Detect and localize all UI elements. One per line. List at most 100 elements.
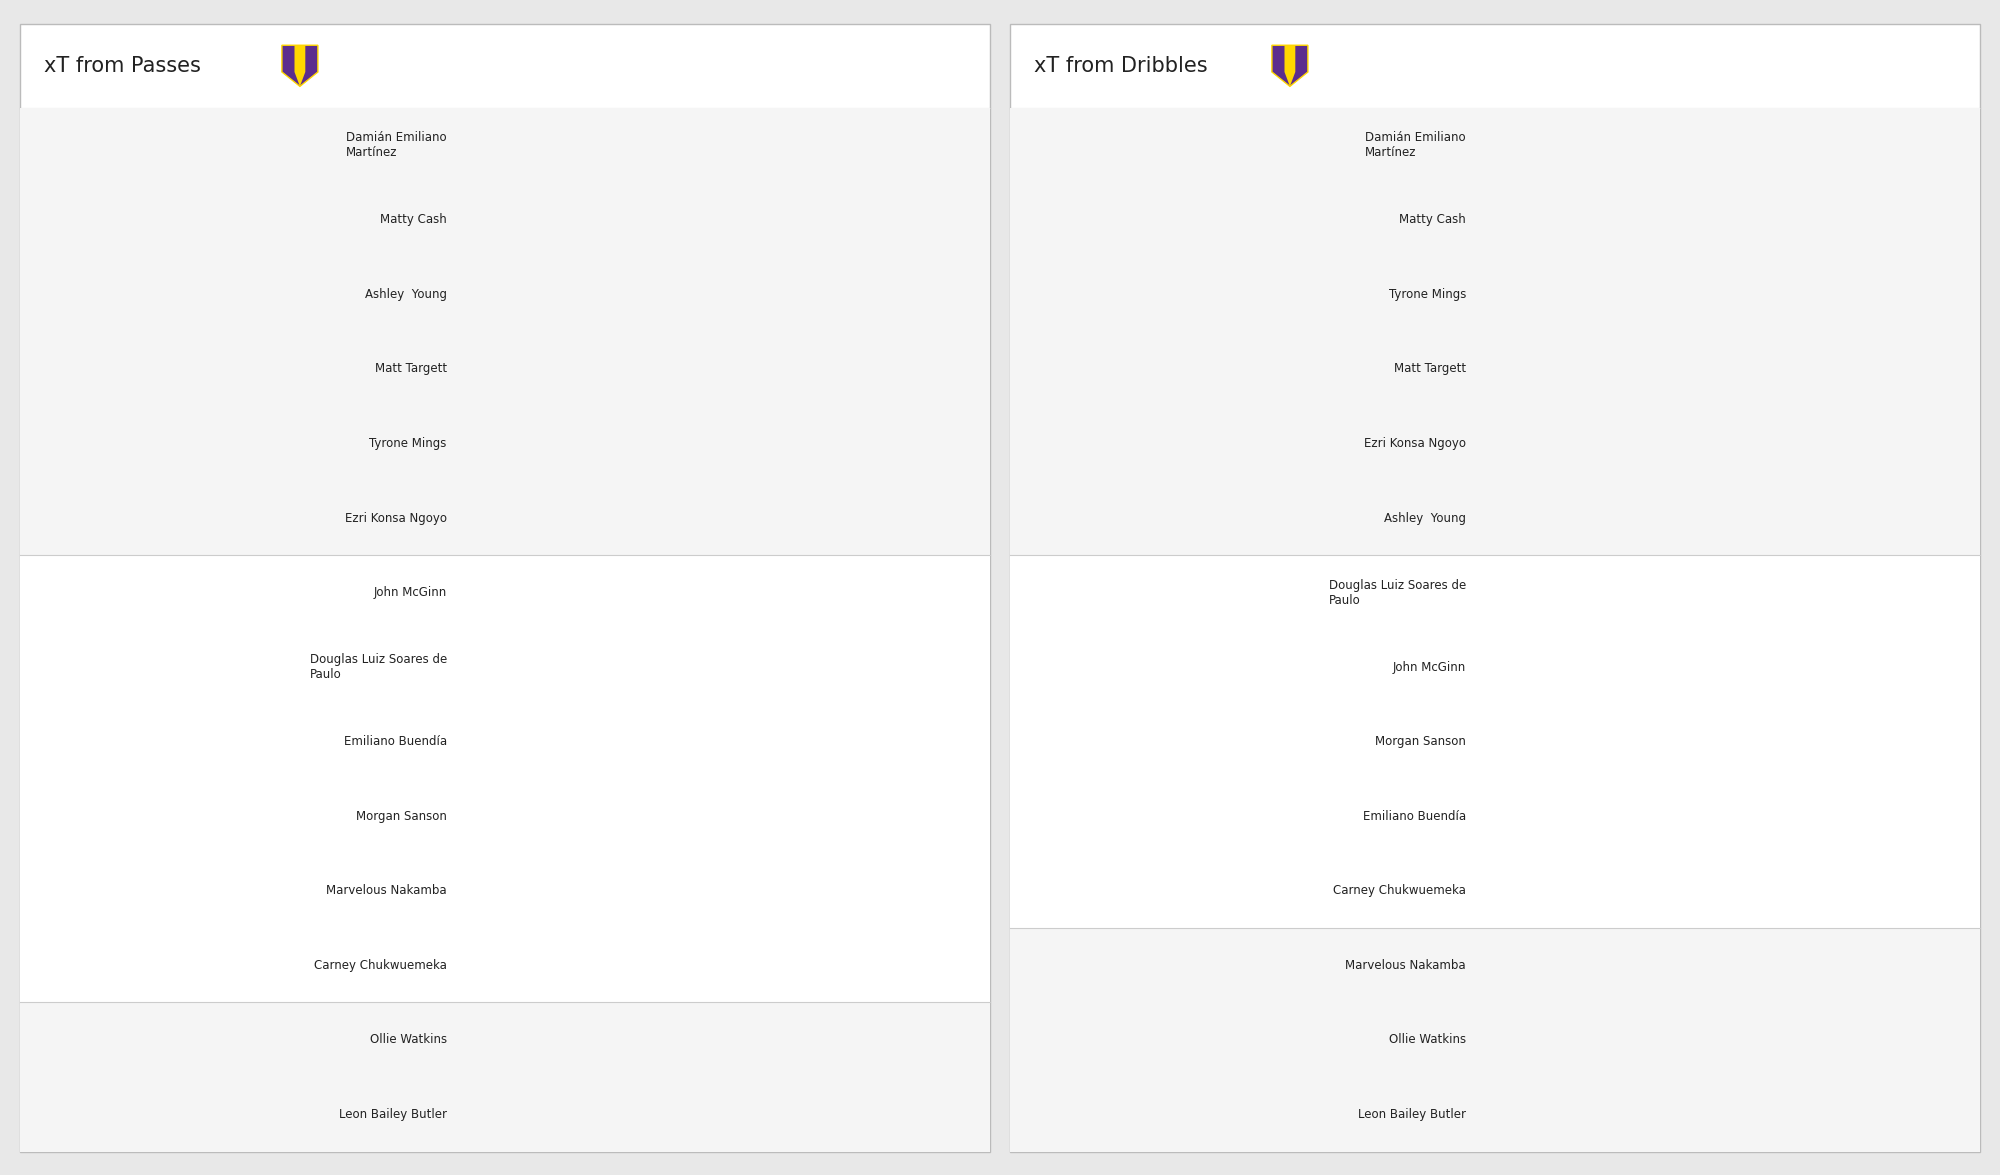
Text: 0.1: 0.1 — [682, 811, 700, 821]
Text: -0.118: -0.118 — [436, 1035, 472, 1045]
Text: Ezri Konsa Ngoyo: Ezri Konsa Ngoyo — [1364, 437, 1466, 450]
Bar — [586, 349, 640, 389]
Text: Marvelous Nakamba: Marvelous Nakamba — [1346, 959, 1466, 972]
Text: Marvelous Nakamba: Marvelous Nakamba — [326, 884, 446, 898]
Text: 0: 0 — [1546, 364, 1554, 374]
Text: Damián Emiliano
Martínez: Damián Emiliano Martínez — [346, 132, 446, 160]
Text: -0.019: -0.019 — [528, 289, 564, 300]
Text: 0.14: 0.14 — [718, 737, 744, 746]
Text: 0: 0 — [1546, 1035, 1554, 1045]
Text: 0.26: 0.26 — [828, 215, 854, 224]
Text: Matt Targett: Matt Targett — [374, 362, 446, 376]
Text: Ashley  Young: Ashley Young — [364, 288, 446, 301]
Bar — [1544, 945, 1558, 986]
Text: Matt Targett: Matt Targett — [1394, 362, 1466, 376]
Text: 0.03: 0.03 — [618, 513, 642, 523]
Text: -0.043: -0.043 — [506, 662, 542, 672]
Text: 0.02: 0.02 — [608, 960, 632, 971]
Bar — [1558, 721, 1646, 763]
Text: Ollie Watkins: Ollie Watkins — [370, 1033, 446, 1046]
Bar — [576, 871, 586, 911]
Bar — [586, 945, 604, 986]
Bar — [568, 274, 586, 315]
Bar — [476, 1019, 586, 1060]
Text: 0: 0 — [1546, 140, 1554, 150]
Bar — [578, 572, 586, 613]
Bar — [580, 1094, 586, 1135]
Text: Emiliano Buendía: Emiliano Buendía — [1362, 810, 1466, 822]
Text: 0: 0 — [1546, 737, 1554, 746]
Text: -0.04: -0.04 — [516, 737, 544, 746]
Text: 0.07: 0.07 — [654, 289, 678, 300]
Text: -0.032: -0.032 — [516, 960, 552, 971]
Bar — [586, 125, 632, 166]
Bar — [582, 125, 586, 166]
Text: Leon Bailey Butler: Leon Bailey Butler — [338, 1108, 446, 1121]
Text: -0.011: -0.011 — [536, 886, 570, 895]
Text: John McGinn: John McGinn — [374, 586, 446, 599]
Text: 0.32: 0.32 — [884, 588, 908, 598]
Text: Douglas Luiz Soares de
Paulo: Douglas Luiz Soares de Paulo — [310, 653, 446, 682]
Text: Morgan Sanson: Morgan Sanson — [1376, 736, 1466, 748]
Text: Douglas Luiz Soares de
Paulo: Douglas Luiz Soares de Paulo — [1328, 578, 1466, 606]
Text: John McGinn: John McGinn — [1392, 660, 1466, 673]
Text: 0.05: 0.05 — [1902, 588, 1926, 598]
Text: 0.01: 0.01 — [598, 1109, 624, 1120]
Bar — [1558, 646, 1714, 687]
Text: Carney Chukwuemeka: Carney Chukwuemeka — [314, 959, 446, 972]
Bar — [586, 721, 714, 763]
Bar — [586, 871, 632, 911]
Bar — [576, 497, 586, 538]
Text: -0.003: -0.003 — [542, 140, 578, 150]
Bar — [1558, 200, 1584, 241]
Bar — [548, 721, 586, 763]
Bar — [558, 200, 586, 241]
Text: -0.009: -0.009 — [536, 438, 572, 449]
Text: -0.008: -0.008 — [538, 588, 574, 598]
Bar — [1558, 795, 1632, 837]
Bar — [586, 795, 678, 837]
Text: 0: 0 — [1546, 1109, 1554, 1120]
Text: 0.004: 0.004 — [1588, 215, 1620, 224]
Bar — [586, 497, 612, 538]
Text: -0.03: -0.03 — [524, 215, 554, 224]
Text: Ashley  Young: Ashley Young — [1384, 511, 1466, 524]
Text: 0.39: 0.39 — [948, 1035, 974, 1045]
Bar — [586, 423, 640, 464]
Text: xT from Passes: xT from Passes — [44, 55, 200, 76]
Bar — [556, 945, 586, 986]
Text: -0.006: -0.006 — [540, 1109, 576, 1120]
Text: 0: 0 — [1546, 588, 1554, 598]
Bar — [586, 200, 824, 241]
Text: Ezri Konsa Ngoyo: Ezri Konsa Ngoyo — [344, 511, 446, 524]
Text: 0: 0 — [1546, 886, 1554, 895]
Text: Tyrone Mings: Tyrone Mings — [1388, 288, 1466, 301]
Text: 0.011: 0.011 — [1636, 811, 1668, 821]
Text: 0.013: 0.013 — [1650, 737, 1682, 746]
Text: 0: 0 — [1546, 215, 1554, 224]
Text: Leon Bailey Butler: Leon Bailey Butler — [1358, 1108, 1466, 1121]
Bar — [1558, 572, 1898, 613]
Text: 0.004: 0.004 — [1588, 1035, 1620, 1045]
Text: Emiliano Buendía: Emiliano Buendía — [344, 736, 446, 748]
Text: 0: 0 — [1546, 811, 1554, 821]
Text: Damián Emiliano
Martínez: Damián Emiliano Martínez — [1366, 132, 1466, 160]
Bar — [586, 1094, 594, 1135]
Text: -0.009: -0.009 — [536, 513, 572, 523]
Text: 0.17: 0.17 — [746, 662, 770, 672]
Bar — [1558, 1019, 1584, 1060]
Text: Ollie Watkins: Ollie Watkins — [1388, 1033, 1466, 1046]
Text: Tyrone Mings: Tyrone Mings — [370, 437, 446, 450]
Text: 0.06: 0.06 — [644, 364, 670, 374]
Bar — [586, 572, 880, 613]
Text: 0: 0 — [1546, 289, 1554, 300]
Text: Matty Cash: Matty Cash — [380, 214, 446, 227]
Bar — [576, 423, 586, 464]
Text: 0: 0 — [1546, 662, 1554, 672]
Text: 0.05: 0.05 — [636, 886, 660, 895]
Bar — [1558, 871, 1572, 911]
Text: Carney Chukwuemeka: Carney Chukwuemeka — [1334, 884, 1466, 898]
Text: 0.06: 0.06 — [644, 438, 670, 449]
Text: Morgan Sanson: Morgan Sanson — [356, 810, 446, 822]
Text: 0.023: 0.023 — [1718, 662, 1750, 672]
